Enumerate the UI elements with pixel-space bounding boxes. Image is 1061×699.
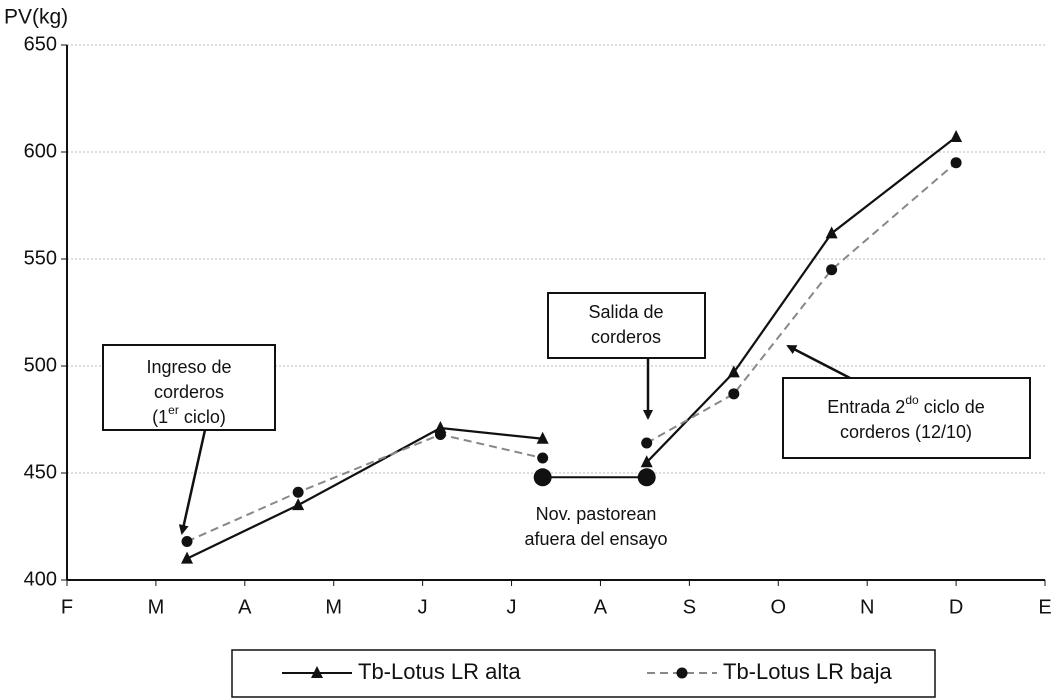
- point: [826, 264, 838, 276]
- annotation-dot: [637, 468, 656, 487]
- annotation-text: Nov. pastorean: [536, 504, 657, 524]
- x-tick-label: S: [683, 596, 696, 618]
- x-tick-label: A: [238, 596, 252, 618]
- point: [292, 498, 305, 511]
- point: [537, 452, 549, 464]
- point: [728, 388, 740, 400]
- legend-label: Tb-Lotus LR alta: [358, 659, 521, 684]
- annotation-text: afuera del ensayo: [524, 529, 667, 549]
- annotation-text-part: corderos: [591, 327, 661, 347]
- x-tick-label: J: [507, 596, 517, 618]
- annotation-text-part: Ingreso de: [146, 357, 231, 377]
- annotation-text-part: corderos (12/10): [840, 422, 972, 442]
- annotation-text-part: Nov. pastorean: [536, 504, 657, 524]
- x-tick-label: A: [594, 596, 608, 618]
- point: [727, 365, 740, 378]
- annotation-text-part: corderos: [154, 382, 224, 402]
- annotation-text: Salida de: [588, 302, 663, 322]
- point: [181, 535, 193, 547]
- annotation-arrow: [786, 344, 851, 380]
- annotation-box: [102, 344, 276, 431]
- annotation-text: Entrada 2do ciclo de: [827, 393, 984, 417]
- point: [641, 437, 653, 449]
- annotation-text: corderos: [154, 382, 224, 402]
- annotation-text-part: Salida de: [588, 302, 663, 322]
- series-line: [646, 161, 957, 444]
- annotation-box: [782, 377, 1031, 459]
- x-tick-label: D: [949, 596, 963, 618]
- annotation-text: corderos: [591, 327, 661, 347]
- point: [950, 130, 963, 143]
- annotation-text-part: ciclo): [179, 407, 226, 427]
- annotation-text: (1er ciclo): [152, 403, 226, 427]
- legend-marker: [311, 666, 323, 678]
- annotation-text-part: er: [168, 403, 179, 417]
- x-tick-label: N: [860, 596, 874, 618]
- annotation-text-part: do: [905, 393, 919, 407]
- legend-box: [231, 649, 936, 698]
- point: [434, 428, 446, 440]
- y-tick-label: 650: [24, 33, 57, 55]
- x-tick-label: M: [148, 596, 165, 618]
- series-line: [186, 433, 543, 543]
- legend-marker: [676, 667, 688, 679]
- annotation-text: corderos (12/10): [840, 422, 972, 442]
- y-tick-label: 400: [24, 568, 57, 590]
- point: [536, 431, 549, 444]
- y-tick-label: 450: [24, 461, 57, 483]
- point: [292, 486, 304, 498]
- y-tick-label: 550: [24, 247, 57, 269]
- x-tick-label: E: [1038, 596, 1051, 618]
- x-tick-label: J: [418, 596, 428, 618]
- point: [640, 455, 653, 468]
- annotation-arrow: [178, 429, 207, 535]
- point: [950, 157, 962, 169]
- point: [825, 226, 838, 239]
- point: [181, 551, 194, 564]
- y-axis-label: PV(kg): [4, 6, 68, 29]
- x-tick-label: O: [770, 596, 786, 618]
- y-tick-label: 500: [24, 354, 57, 376]
- x-tick-label: M: [325, 596, 342, 618]
- annotation-text-part: Entrada 2: [827, 397, 905, 417]
- legend-label: Tb-Lotus LR baja: [723, 659, 893, 684]
- series-line: [186, 426, 543, 560]
- annotation-text: Ingreso de: [146, 357, 231, 377]
- annotation-text-part: afuera del ensayo: [524, 529, 667, 549]
- series-line: [645, 136, 957, 464]
- x-tick-label: F: [61, 596, 73, 618]
- annotation-dot: [533, 468, 552, 487]
- annotation-text-part: ciclo de: [919, 397, 985, 417]
- annotation-box: [547, 292, 706, 359]
- y-tick-label: 600: [24, 140, 57, 162]
- annotation-text-part: (1: [152, 407, 168, 427]
